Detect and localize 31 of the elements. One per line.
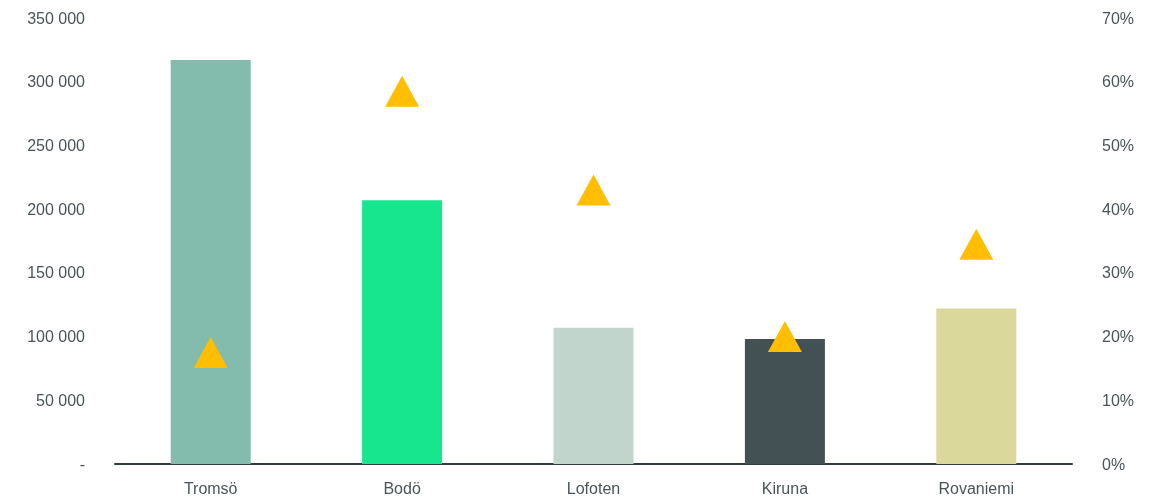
y-tick-label: 250 000 <box>27 136 86 154</box>
y-tick-label: 300 000 <box>27 73 86 91</box>
x-tick-label: Lofoten <box>566 479 621 497</box>
bar <box>936 308 1017 464</box>
y2-tick-label: 20% <box>1102 328 1135 346</box>
y-tick-label: 350 000 <box>27 9 86 27</box>
x-tick-label: Bodö <box>383 479 421 497</box>
x-tick-label: Tromsö <box>183 479 238 497</box>
point <box>193 337 228 368</box>
bar <box>362 200 443 464</box>
y-tick-label: 50 000 <box>36 391 86 409</box>
y-tick-label: 150 000 <box>27 264 86 282</box>
x-tick-label: Rovaniemi <box>938 479 1015 497</box>
bar <box>170 60 251 464</box>
x-tick-label: Kiruna <box>761 479 809 497</box>
point <box>767 321 802 353</box>
bar <box>553 327 634 464</box>
point <box>959 228 994 260</box>
point <box>576 174 611 206</box>
bar <box>744 339 825 464</box>
y-tick-label: 100 000 <box>27 328 86 346</box>
y2-tick-label: 40% <box>1102 200 1135 218</box>
y2-tick-label: 10% <box>1102 391 1135 409</box>
y-tick-label: - <box>79 455 85 473</box>
y2-tick-label: 0% <box>1102 455 1126 473</box>
y2-tick-label: 50% <box>1102 136 1135 154</box>
y-tick-label: 200 000 <box>27 200 86 218</box>
point <box>385 75 420 107</box>
y2-tick-label: 30% <box>1102 264 1135 282</box>
y2-tick-label: 70% <box>1102 9 1135 27</box>
y2-tick-label: 60% <box>1102 73 1135 91</box>
